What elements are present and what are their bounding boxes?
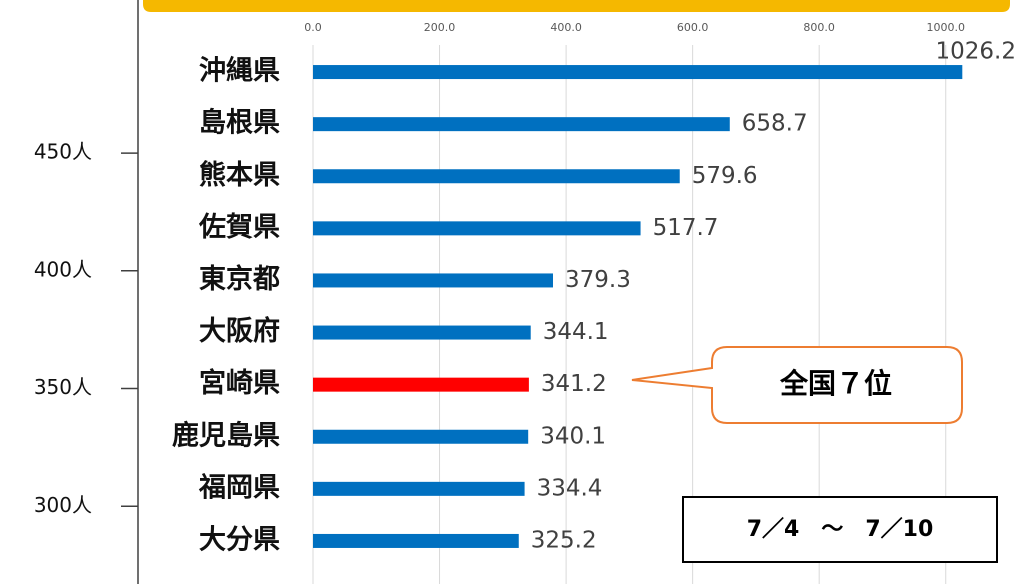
bar xyxy=(313,481,525,496)
category-label: 福岡県 xyxy=(198,472,280,503)
bar xyxy=(313,65,963,80)
bar xyxy=(313,377,529,392)
x-tick-label: 800.0 xyxy=(803,21,835,34)
category-label: 沖縄県 xyxy=(199,56,280,87)
value-label: 517.7 xyxy=(653,215,719,241)
bar xyxy=(313,429,529,444)
bar xyxy=(313,533,519,548)
bar xyxy=(313,221,641,236)
category-label: 熊本県 xyxy=(199,159,280,191)
value-label: 325.2 xyxy=(531,527,597,553)
callout xyxy=(631,346,963,424)
value-label: 344.1 xyxy=(543,319,609,345)
category-label: 宮崎県 xyxy=(199,367,280,399)
bar xyxy=(313,273,553,288)
category-label: 大阪府 xyxy=(199,315,280,347)
category-label: 大分県 xyxy=(199,524,280,555)
category-label: 鹿児島県 xyxy=(172,419,280,451)
category-label: 佐賀県 xyxy=(198,212,280,243)
plot: 0.0 200.0 400.0 600.0 800.0 1000.0 沖縄県 1026.2 島根… xyxy=(121,21,1016,584)
y-tick-label: 400人 xyxy=(34,257,92,281)
value-label: 1026.2 xyxy=(936,39,1016,65)
x-tick-label: 0.0 xyxy=(304,21,322,34)
value-label: 658.7 xyxy=(742,111,808,137)
bar xyxy=(313,169,680,184)
category-label: 東京都 xyxy=(199,263,280,295)
value-label: 341.2 xyxy=(541,371,607,397)
date-box xyxy=(682,496,998,563)
bar xyxy=(313,117,730,132)
y-tick-label: 450人 xyxy=(34,140,92,164)
value-label: 334.4 xyxy=(537,475,603,501)
x-tick-label: 200.0 xyxy=(424,21,456,34)
y-tick-label: 300人 xyxy=(34,493,92,517)
value-label: 379.3 xyxy=(565,267,631,293)
x-tick-label: 600.0 xyxy=(677,21,709,34)
category-label: 島根県 xyxy=(199,108,280,139)
value-label: 579.6 xyxy=(692,163,758,189)
y-tick-label: 350人 xyxy=(34,375,92,399)
x-tick-label: 1000.0 xyxy=(926,21,965,34)
bar xyxy=(313,325,531,340)
header-bar xyxy=(143,0,1010,12)
date-range: 7／4 ～ 7／10 xyxy=(747,517,934,542)
rank-annotation: 全国７位 xyxy=(779,367,892,400)
value-label: 340.1 xyxy=(540,423,606,449)
x-tick-label: 400.0 xyxy=(550,21,582,34)
